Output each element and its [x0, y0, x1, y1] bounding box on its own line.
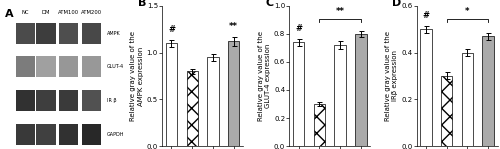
Bar — [186, 71, 198, 146]
Bar — [228, 41, 239, 146]
Text: GLUT-4: GLUT-4 — [106, 64, 124, 69]
Bar — [82, 23, 101, 44]
Bar — [82, 90, 101, 111]
Bar — [36, 56, 56, 77]
Bar — [59, 23, 78, 44]
Bar — [59, 90, 78, 111]
Text: AMPK: AMPK — [106, 31, 120, 36]
Text: #: # — [295, 24, 302, 33]
Text: **: ** — [229, 22, 238, 31]
Bar — [16, 56, 36, 77]
Y-axis label: Relative gray value of the
IRβ expression: Relative gray value of the IRβ expressio… — [385, 31, 398, 121]
Bar — [36, 124, 56, 145]
Text: A: A — [5, 9, 14, 19]
Text: B: B — [138, 0, 146, 8]
Bar — [16, 124, 36, 145]
Bar — [293, 42, 304, 146]
Bar — [207, 57, 218, 146]
Bar — [420, 29, 432, 146]
Text: C: C — [265, 0, 273, 8]
Bar — [441, 76, 452, 146]
Bar — [334, 45, 346, 146]
Text: ATM200: ATM200 — [81, 10, 102, 15]
Text: *: * — [465, 7, 469, 16]
Text: **: ** — [336, 7, 344, 17]
Bar — [36, 23, 56, 44]
Bar — [16, 23, 36, 44]
Bar — [36, 90, 56, 111]
Bar — [462, 53, 473, 146]
Bar — [355, 34, 366, 146]
Text: D: D — [392, 0, 402, 8]
Bar — [314, 104, 325, 146]
Text: #: # — [168, 25, 175, 34]
Bar — [16, 90, 36, 111]
Text: NC: NC — [22, 10, 30, 15]
Y-axis label: Relative gray value of the
AMPK expression: Relative gray value of the AMPK expressi… — [130, 31, 144, 121]
Bar — [59, 124, 78, 145]
Bar — [82, 56, 101, 77]
Text: GAPDH: GAPDH — [106, 132, 124, 137]
Bar — [82, 124, 101, 145]
Bar — [59, 56, 78, 77]
Bar — [482, 36, 494, 146]
Text: IR β: IR β — [106, 98, 116, 103]
Y-axis label: Relative gray value of the
GLUT-4 expression: Relative gray value of the GLUT-4 expres… — [258, 31, 271, 121]
Text: DM: DM — [42, 10, 50, 15]
Bar — [166, 43, 177, 146]
Text: #: # — [422, 11, 430, 20]
Text: ATM100: ATM100 — [58, 10, 80, 15]
